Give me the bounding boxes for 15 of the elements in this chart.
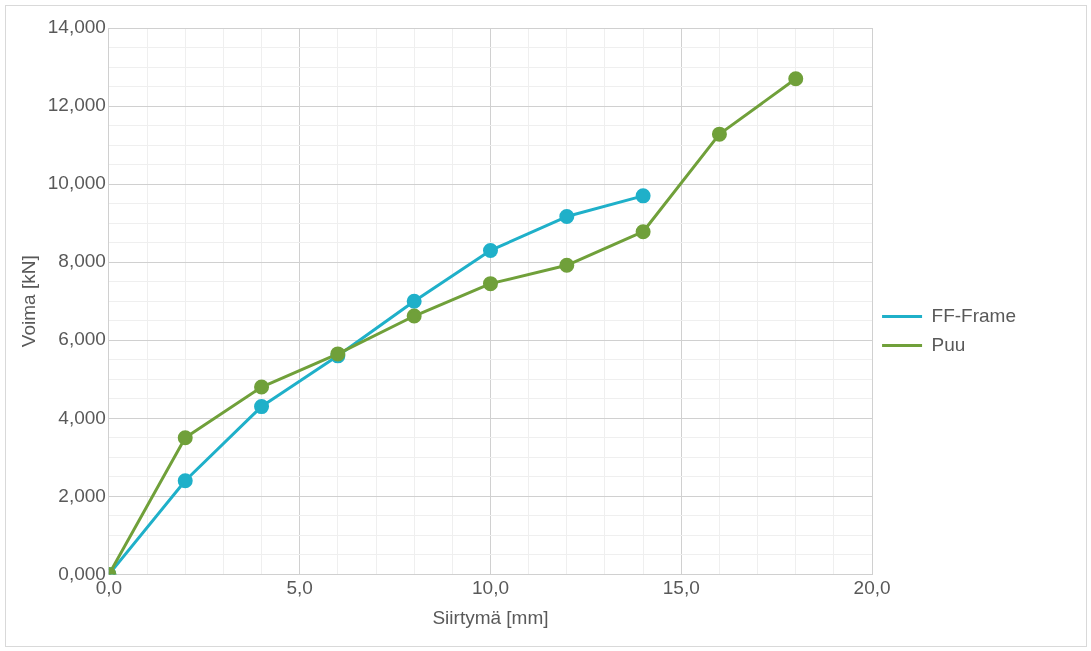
y-tick-label: 14,000: [47, 16, 106, 38]
x-tick-label: 10,0: [472, 577, 509, 599]
x-axis-title: Siirtymä [mm]: [432, 606, 549, 628]
y-tick-label: 2,000: [58, 484, 106, 506]
y-tick-label: 8,000: [58, 250, 106, 272]
x-tick-label: 5,0: [286, 577, 313, 599]
legend-label: FF-Frame: [931, 304, 1016, 326]
x-tick-label: 15,0: [662, 577, 700, 599]
y-tick-label: 10,000: [47, 172, 106, 194]
y-tick-label: 4,000: [58, 406, 106, 428]
y-tick-label: 6,000: [58, 328, 106, 350]
y-tick-label: 12,000: [47, 94, 106, 116]
y-axis-title: Voima [kN]: [17, 255, 39, 348]
legend-label: Puu: [931, 333, 966, 355]
x-tick-label: 20,0: [853, 577, 891, 599]
